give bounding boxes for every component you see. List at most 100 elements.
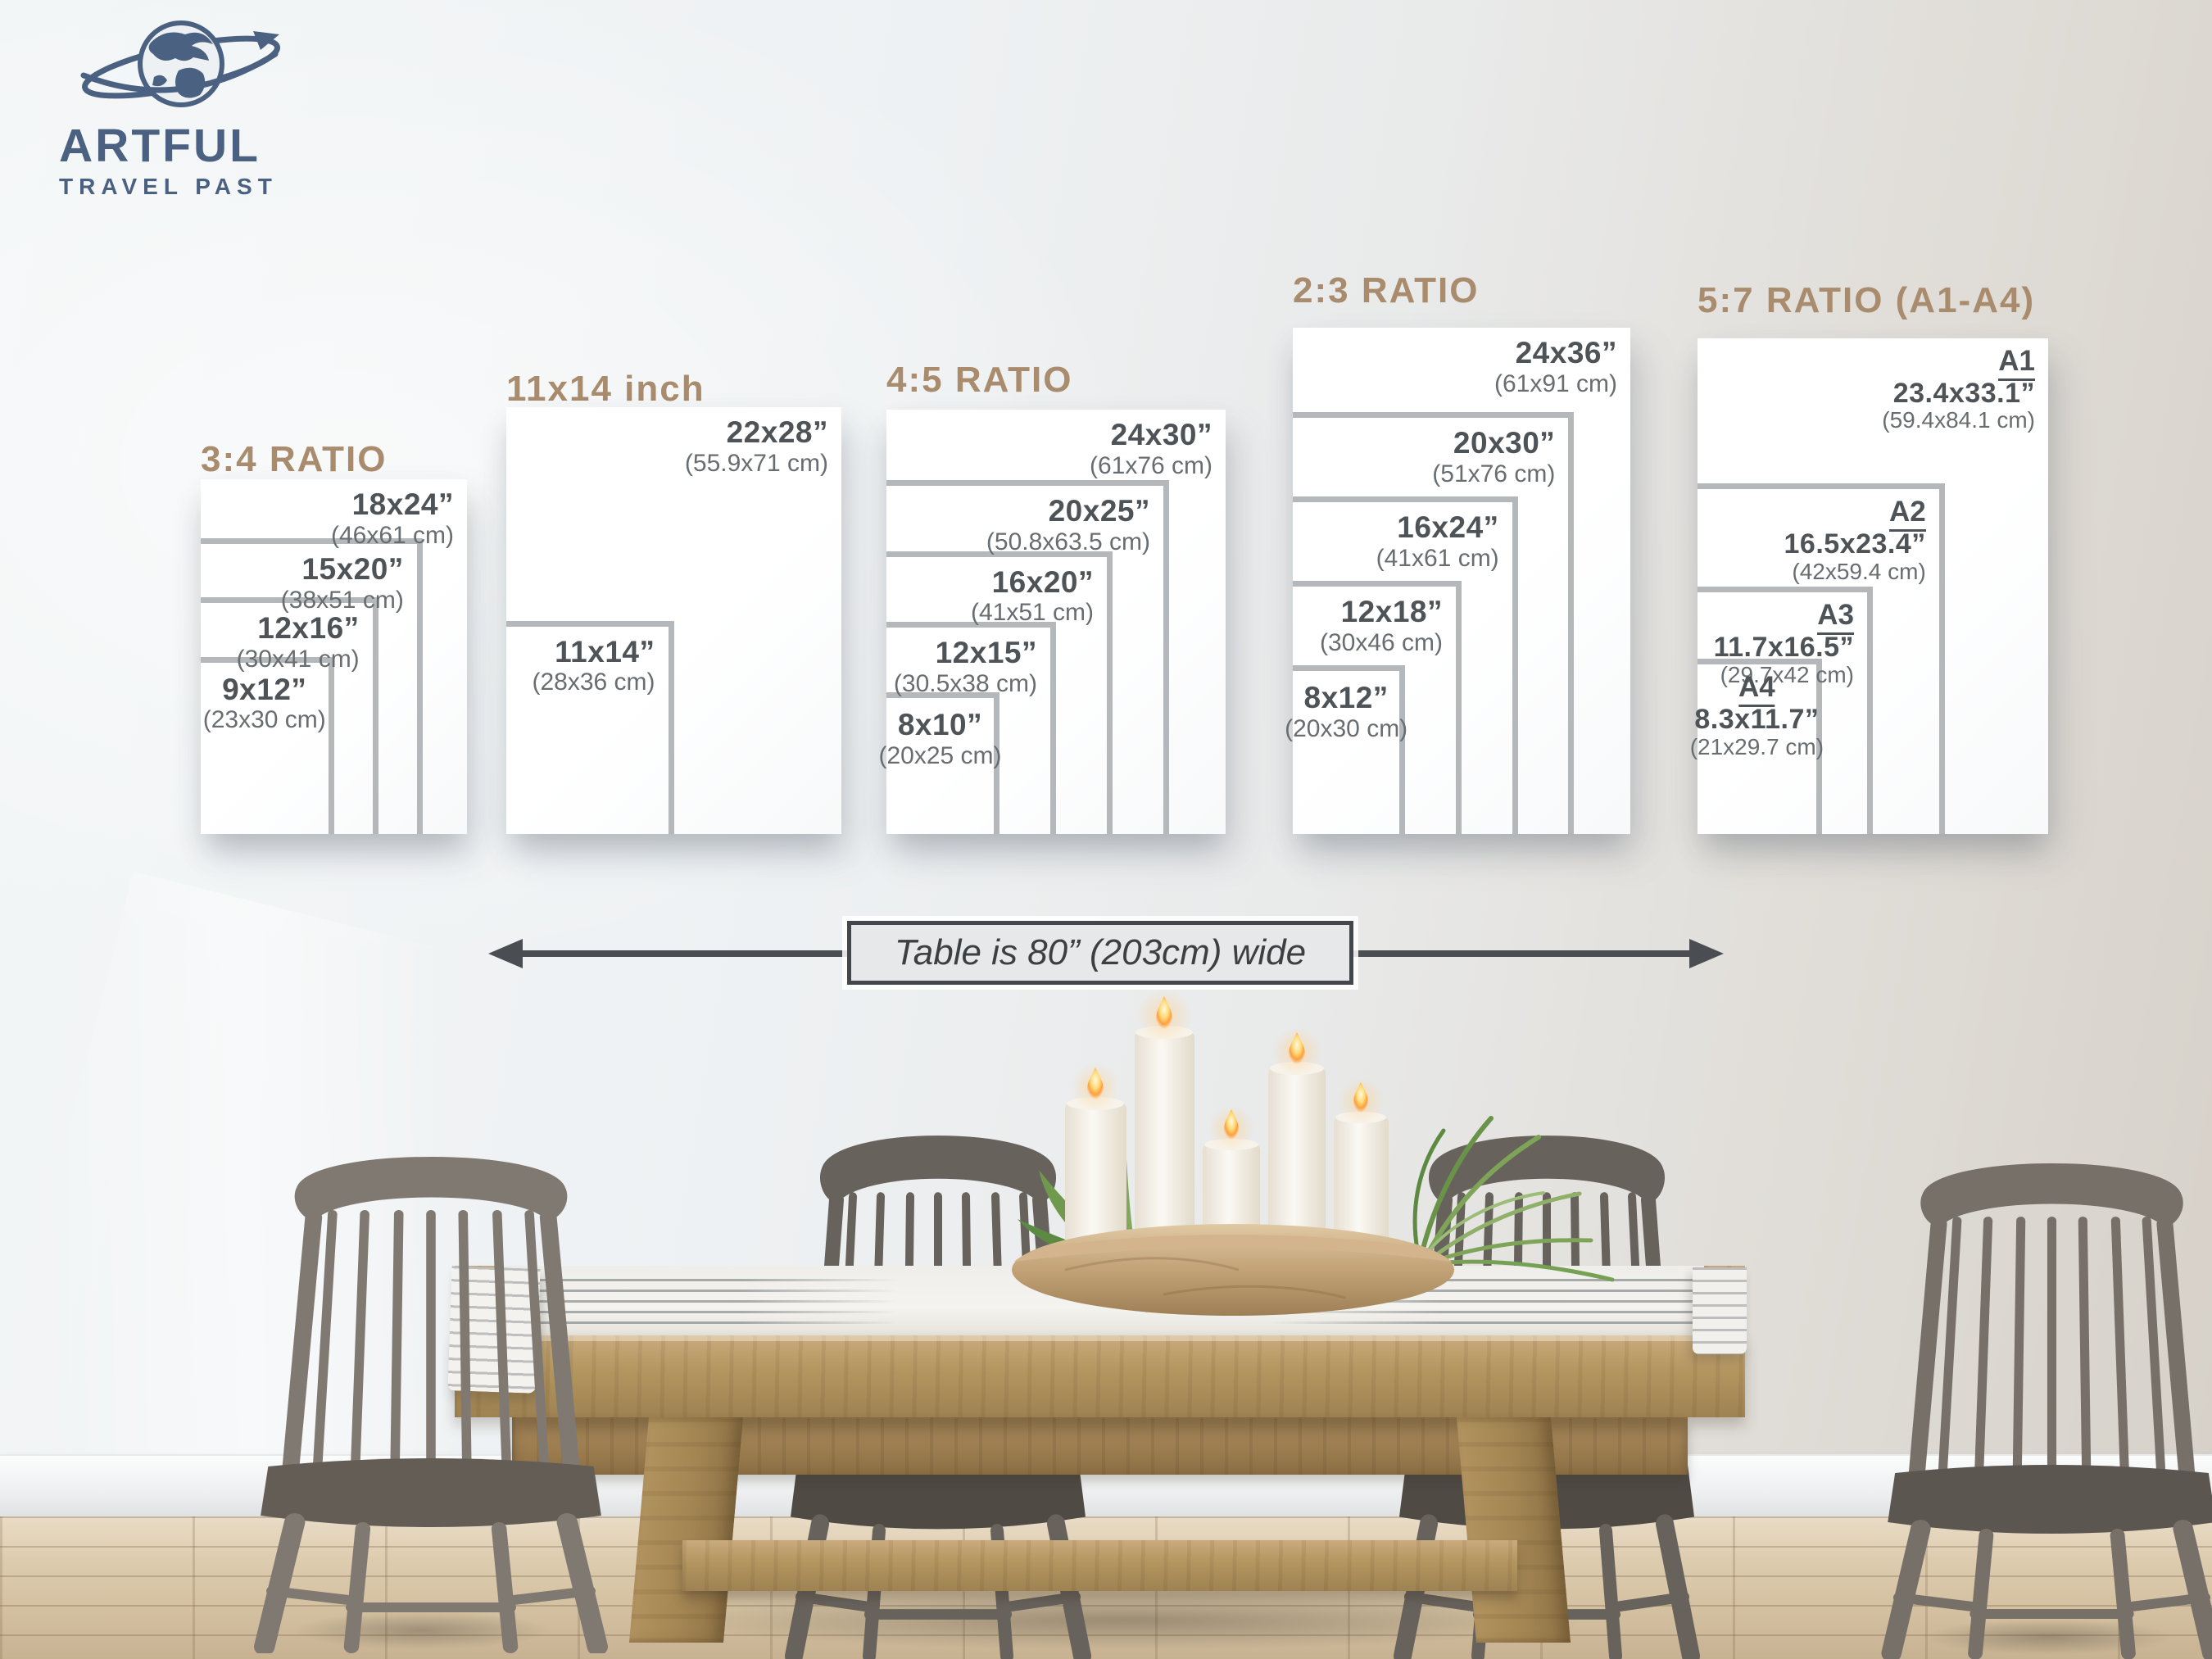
brand-line1: ARTFUL [59, 120, 261, 172]
size-cm: (23x30 cm) [202, 706, 326, 734]
paper-size-name: A1 [1998, 345, 2035, 381]
size-label: A4 8.3x11.7” (21x29.7 cm) [1689, 671, 1824, 759]
size-label: 9x12” (23x30 cm) [202, 672, 326, 734]
table-leg-right [1456, 1417, 1571, 1643]
size-label: 11x14” (28x36 cm) [532, 636, 655, 696]
size-label: 15x20” (38x51 cm) [281, 554, 404, 613]
size-inches: 9x12” [222, 672, 307, 706]
chair-shadow [246, 1604, 598, 1657]
size-cm: (29.7x42 cm) [1720, 661, 1854, 687]
size-cm: (20x30 cm) [1285, 714, 1408, 742]
size-group-11x14: 11x14 inch 22x28” (55.9x71 cm) 11x14” (28x3… [506, 370, 841, 834]
dining-chair-front-left [242, 1129, 620, 1653]
brand-line2: TRAVEL PAST [59, 174, 278, 199]
paper-size-name: A4 [1738, 671, 1775, 708]
size-cm: (30x41 cm) [236, 646, 360, 673]
size-inches: 16x20” [991, 564, 1094, 599]
group-title: 11x14 inch [506, 369, 705, 409]
poster: 24x30” (61x76 cm) 20x25” (50.8x63.5 cm) 16x2… [878, 410, 1226, 834]
size-rect: 15x20” (38x51 cm) [201, 538, 423, 834]
size-inches: 11.7x16.5” [1713, 632, 1854, 664]
size-label: 8x10” (20x25 cm) [878, 709, 1001, 768]
size-inches: 16x24” [1397, 510, 1499, 544]
size-group-5-7-ratio: 5:7 RATIO (A1-A4) A1 23.4x33.1” (59.4x84.1… [1690, 280, 2048, 834]
size-rect: 16x20” (41x51 cm) [886, 551, 1113, 834]
size-rect: A4 8.3x11.7” (21x29.7 cm) [1690, 659, 1824, 834]
size-rect: 20x30” (51x76 cm) [1293, 412, 1575, 834]
size-inches: 12x16” [257, 611, 360, 646]
table-front-edge [455, 1335, 1745, 1417]
size-cm: (61x76 cm) [1089, 451, 1213, 479]
size-label: A2 16.5x23.4” (42x59.4 cm) [1784, 496, 1926, 584]
size-inches: 23.4x33.1” [1892, 377, 2035, 409]
size-label: 20x25” (50.8x63.5 cm) [986, 496, 1150, 555]
size-cm: (30x46 cm) [1319, 628, 1443, 656]
size-cm: (38x51 cm) [280, 586, 404, 614]
poster: 24x36” (61x91 cm) 20x30” (51x76 cm) 16x24” (4… [1285, 328, 1630, 834]
size-inches: 20x30” [1453, 426, 1556, 460]
size-inches: 20x25” [1048, 494, 1150, 528]
chair-shadow [1876, 1612, 2212, 1659]
size-cm: (55.9x71 cm) [684, 449, 828, 477]
size-label: 24x36” (61x91 cm) [1494, 338, 1617, 397]
size-rect: 8x12” (20x30 cm) [1285, 665, 1407, 834]
size-label: 22x28” (55.9x71 cm) [685, 417, 828, 476]
size-label: A1 23.4x33.1” (59.4x84.1 cm) [1882, 345, 2035, 433]
brand-name: ARTFUL TRAVEL PAST [54, 123, 308, 198]
size-rect: 12x15” (30.5x38 cm) [886, 622, 1056, 834]
group-title: 5:7 RATIO (A1-A4) [1698, 280, 2036, 320]
size-group-2-3-ratio: 2:3 RATIO 24x36” (61x91 cm) 20x30” (51x76 c… [1285, 270, 1630, 834]
candles [1065, 988, 1389, 1266]
brand-logo: ARTFUL TRAVEL PAST [54, 13, 308, 198]
size-inches: 22x28” [726, 415, 828, 449]
runner-stripes-left [512, 1271, 897, 1330]
poster: 18x24” (46x61 cm) 15x20” (38x51 cm) 12x16” (3… [201, 479, 467, 834]
table-leg-left [628, 1417, 744, 1643]
size-rect: A2 16.5x23.4” (42x59.4 cm) [1698, 483, 1945, 834]
poster: 22x28” (55.9x71 cm) 11x14” (28x36 cm) [506, 407, 841, 834]
size-inches: 12x18” [1340, 595, 1443, 628]
size-label: 12x18” (30x46 cm) [1320, 596, 1443, 655]
size-group-4-5-ratio: 4:5 RATIO 24x30” (61x76 cm) 20x25” (50.8x63… [878, 360, 1226, 834]
size-cm: (46x61 cm) [330, 521, 454, 549]
size-label: 24x30” (61x76 cm) [1090, 419, 1213, 478]
size-cm: (41x61 cm) [1376, 544, 1499, 572]
arrow-left-head-icon [488, 939, 523, 968]
size-cm: (20x25 cm) [878, 742, 1002, 770]
size-label: 8x12” (20x30 cm) [1285, 682, 1407, 741]
size-cm: (59.4x84.1 cm) [1882, 407, 2035, 433]
size-inches: 15x20” [301, 552, 404, 587]
paper-size-name: A3 [1817, 599, 1854, 636]
size-rect: 12x18” (30x46 cm) [1293, 581, 1462, 834]
size-cm: (51x76 cm) [1432, 460, 1556, 487]
table-width-note: Table is 80” (203cm) wide [847, 921, 1353, 985]
size-label: 12x16” (30x41 cm) [237, 613, 360, 672]
size-rect: 20x25” (50.8x63.5 cm) [886, 480, 1169, 834]
size-rect: 8x10” (20x25 cm) [878, 692, 1002, 834]
size-cm: (42x59.4 cm) [1792, 558, 1926, 584]
group-title: 4:5 RATIO [886, 360, 1073, 400]
size-rect: 9x12” (23x30 cm) [201, 656, 334, 834]
size-cm: (21x29.7 cm) [1689, 733, 1824, 759]
group-title: 2:3 RATIO [1293, 270, 1480, 310]
wooden-bowl [1012, 1224, 1454, 1316]
size-inches: 24x30” [1110, 418, 1213, 451]
arrow-right-head-icon [1689, 939, 1724, 968]
size-label: 20x30” (51x76 cm) [1432, 428, 1555, 487]
size-label: 16x24” (41x61 cm) [1376, 512, 1499, 571]
group-title: 3:4 RATIO [201, 439, 388, 479]
candle-flames [1071, 988, 1384, 1151]
size-rect: A3 11.7x16.5” (29.7x42 cm) [1698, 587, 1873, 834]
size-label: A3 11.7x16.5” (29.7x42 cm) [1713, 599, 1854, 687]
table-stretcher [682, 1540, 1517, 1591]
size-label: 16x20” (41x51 cm) [970, 564, 1094, 627]
size-inches: 8x10” [897, 708, 983, 742]
size-cm: (61x91 cm) [1494, 369, 1617, 397]
size-rect: 16x24” (41x61 cm) [1293, 496, 1518, 834]
poster: A1 23.4x33.1” (59.4x84.1 cm) A2 16.5x23.4” (4… [1690, 338, 2048, 834]
size-label: 12x15” (30.5x38 cm) [894, 637, 1037, 696]
size-inches: 8x12” [1303, 681, 1389, 715]
size-cm: (41x51 cm) [970, 599, 1094, 627]
globe-orbit-icon [80, 20, 280, 107]
